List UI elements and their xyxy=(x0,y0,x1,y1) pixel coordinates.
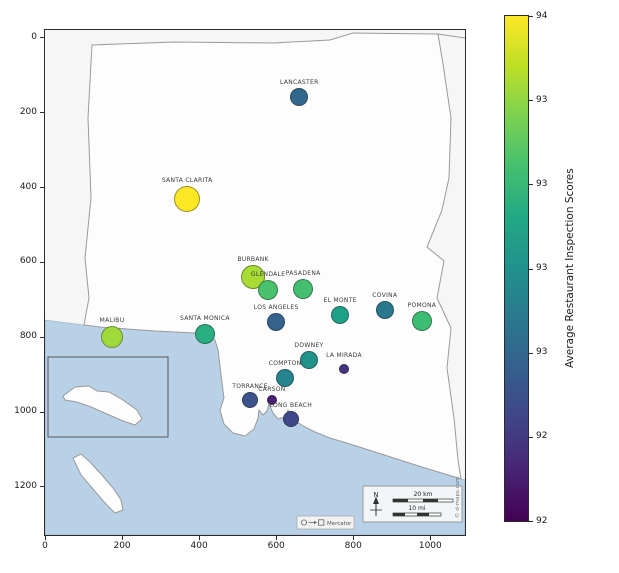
scale-km-label: 20 km xyxy=(414,491,433,498)
city-marker-glendale[interactable] xyxy=(258,279,279,300)
marker-layer: LANCASTER SANTA CLARITA BURBANK GLENDALE PAS… xyxy=(45,30,465,535)
catalina-island xyxy=(62,385,143,426)
city-label: TORRANCE xyxy=(232,382,268,390)
y-tick-label: 1200 xyxy=(14,480,37,491)
y-tick-label: 1000 xyxy=(14,406,37,417)
credit-text: © d-maps.com xyxy=(454,477,461,518)
y-tick xyxy=(40,261,44,263)
x-tick-label: 0 xyxy=(42,541,48,551)
city-marker-los-angeles[interactable] xyxy=(267,312,286,331)
city-label: CARSON xyxy=(258,385,286,393)
city-marker-compton[interactable] xyxy=(276,368,295,387)
y-tick-label: 800 xyxy=(19,331,37,342)
plot-area: N 20 km 10 mi © d-m xyxy=(44,29,466,536)
projection-badge: Mercator xyxy=(296,515,355,530)
y-tick xyxy=(40,112,44,114)
scale-mi-label: 10 mi xyxy=(408,505,425,512)
x-tick xyxy=(199,536,201,540)
san-clemente-island xyxy=(72,453,124,514)
x-tick-label: 400 xyxy=(190,541,208,551)
city-marker-la-mirada[interactable] xyxy=(339,363,349,374)
colorbar-tick-label: 92 xyxy=(536,431,548,442)
city-label: POMONA xyxy=(407,302,437,310)
city-label: LOS ANGELES xyxy=(253,303,299,311)
colorbar-tick xyxy=(529,436,533,438)
city-label: GLENDALE xyxy=(250,270,286,278)
city-label: SANTA CLARITA xyxy=(161,177,213,185)
city-label: LONG BEACH xyxy=(269,402,313,410)
city-label: SANTA MONICA xyxy=(180,315,230,323)
x-tick-label: 1000 xyxy=(418,541,442,551)
y-tick-label: 400 xyxy=(19,181,37,192)
x-tick xyxy=(276,536,278,540)
y-tick xyxy=(40,37,44,39)
colorbar-tick xyxy=(529,268,533,270)
city-marker-pomona[interactable] xyxy=(411,311,432,332)
scale-bar: N 20 km 10 mi xyxy=(362,485,463,523)
colorbar-tick xyxy=(529,184,533,186)
x-tick-label: 600 xyxy=(267,541,285,551)
colorbar-tick-label: 92 xyxy=(536,515,548,526)
projection-label: Mercator xyxy=(327,521,352,527)
neighbor-border xyxy=(437,33,465,39)
square-icon xyxy=(318,519,325,526)
city-marker-malibu[interactable] xyxy=(101,326,124,349)
city-marker-santa-monica[interactable] xyxy=(194,324,215,345)
colorbar-tick-label: 93 xyxy=(536,263,548,273)
colorbar-tick xyxy=(529,100,533,102)
colorbar-tick xyxy=(529,16,533,17)
city-marker-pasadena[interactable] xyxy=(293,278,314,299)
y-tick-label: 600 xyxy=(19,256,37,267)
x-tick-label: 200 xyxy=(113,541,131,551)
x-tick xyxy=(122,536,124,540)
globe-icon xyxy=(300,519,307,526)
city-marker-el-monte[interactable] xyxy=(331,306,350,325)
colorbar-tick xyxy=(529,352,533,354)
city-label: COVINA xyxy=(372,291,398,299)
scale-mi-bar xyxy=(392,512,442,517)
colorbar-tick-label: 93 xyxy=(536,94,548,105)
la-county-map: N 20 km 10 mi © d-m xyxy=(45,30,465,535)
compass-north-icon: N xyxy=(370,491,382,516)
city-marker-santa-clarita[interactable] xyxy=(174,186,201,213)
city-label: DOWNEY xyxy=(294,341,324,349)
city-label: MALIBU xyxy=(99,317,125,325)
city-marker-carson[interactable] xyxy=(266,394,277,405)
compass-label: N xyxy=(373,491,378,499)
city-label: BURBANK xyxy=(237,255,269,263)
colorbar-tick-label: 93 xyxy=(536,178,548,189)
city-label: PASADENA xyxy=(285,269,321,277)
y-tick-label: 200 xyxy=(19,106,37,117)
x-tick xyxy=(430,536,432,540)
city-marker-covina[interactable] xyxy=(375,300,394,319)
y-tick xyxy=(40,187,44,189)
x-tick-label: 800 xyxy=(344,541,362,551)
city-label: COMPTON xyxy=(268,359,302,367)
colorbar-tick-label: 94 xyxy=(536,10,548,21)
x-tick xyxy=(353,536,355,540)
city-label: LANCASTER xyxy=(280,79,319,87)
x-tick xyxy=(45,536,46,540)
colorbar-label: Average Restaurant Inspection Scores xyxy=(564,168,576,369)
scale-km-bar xyxy=(392,498,454,503)
city-label: LA MIRADA xyxy=(326,351,362,359)
colorbar-ticks: 94 93 93 93 93 92 92 xyxy=(529,11,559,526)
city-marker-long-beach[interactable] xyxy=(282,411,299,428)
city-marker-torrance[interactable] xyxy=(241,391,258,408)
y-tick xyxy=(40,411,44,413)
y-tick xyxy=(40,486,44,488)
colorbar xyxy=(504,15,529,522)
city-marker-downey[interactable] xyxy=(299,350,318,369)
colorbar-tick xyxy=(529,521,533,522)
colorbar-tick-label: 93 xyxy=(536,347,548,358)
y-tick-label: 0 xyxy=(31,31,37,42)
city-marker-lancaster[interactable] xyxy=(290,88,309,107)
city-label: EL MONTE xyxy=(323,297,357,305)
y-tick xyxy=(40,336,44,338)
